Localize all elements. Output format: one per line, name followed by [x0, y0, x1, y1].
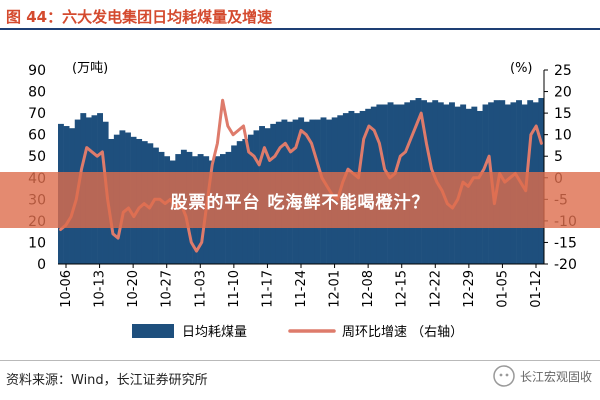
watermark-text: 长江宏观固收	[519, 369, 592, 384]
left-tick-label: 60	[28, 128, 46, 144]
right-tick-label: 15	[554, 106, 572, 122]
x-tick-label: 11-10	[227, 270, 242, 308]
right-tick-label: 10	[554, 128, 572, 144]
x-tick-label: 10-13	[93, 270, 108, 308]
left-tick-label: 0	[37, 257, 46, 273]
left-tick-label: 50	[28, 149, 46, 165]
overlay-banner[interactable]: 股票的平台 吃海鲜不能喝橙汁？	[0, 172, 600, 228]
x-tick-label: 10-20	[126, 270, 141, 308]
legend-label-line: 周环比增速 （右轴）	[342, 325, 463, 340]
source-divider	[0, 360, 600, 361]
right-tick-label: 25	[554, 63, 572, 79]
x-tick-label: 01-12	[529, 270, 544, 308]
x-tick-label: 12-01	[328, 270, 343, 308]
left-tick-label: 80	[28, 85, 46, 101]
x-tick-label: 10-06	[59, 270, 74, 308]
right-tick-label: -20	[554, 257, 577, 273]
x-tick-label: 12-15	[395, 270, 410, 308]
watermark: 长江宏观固收	[493, 365, 592, 387]
x-tick-label: 10-27	[160, 270, 175, 308]
chart-title: 图 44：六大发电集团日均耗煤量及增速	[6, 8, 273, 26]
x-tick-label: 12-22	[428, 270, 443, 308]
x-tick-label: 11-17	[260, 270, 275, 308]
x-tick-label: 12-29	[462, 270, 477, 308]
right-tick-label: 20	[554, 85, 572, 101]
source-note: 资料来源：Wind，长江证券研究所	[6, 373, 208, 388]
legend-swatch-bar	[132, 324, 174, 338]
left-tick-label: 70	[28, 106, 46, 122]
x-tick-label: 12-08	[361, 270, 376, 308]
right-tick-label: 5	[554, 149, 563, 165]
x-tick-label: 01-05	[495, 270, 510, 308]
x-tick-label: 11-24	[294, 270, 309, 308]
x-tick-label: 11-03	[193, 270, 208, 308]
left-tick-label: 90	[28, 63, 46, 79]
legend-label-bar: 日均耗煤量	[182, 325, 247, 340]
right-tick-label: -15	[554, 235, 577, 251]
overlay-banner-text: 股票的平台 吃海鲜不能喝橙汁？	[170, 192, 430, 213]
right-axis-unit: (%)	[510, 61, 533, 76]
wechat-icon	[493, 365, 515, 387]
left-axis-unit: (万吨)	[72, 61, 108, 76]
title-divider	[0, 28, 600, 30]
left-tick-label: 10	[28, 235, 46, 251]
